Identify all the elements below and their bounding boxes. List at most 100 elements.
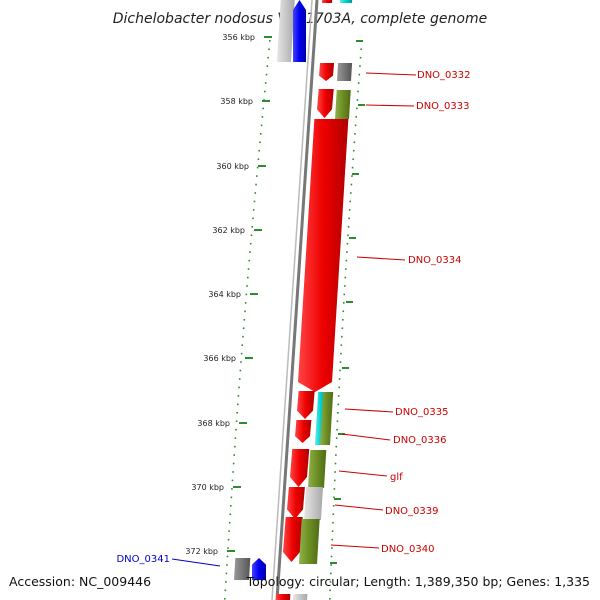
scale-dot-left (263, 99, 265, 101)
scale-dot-right (332, 513, 335, 516)
scale-dot-left (226, 555, 229, 558)
scale-dot-right (331, 530, 334, 532)
gene-label-connector (365, 72, 417, 76)
scale-tick-label: 356 kbp (222, 33, 255, 42)
scale-tick-label: 372 kbp (185, 547, 218, 556)
scale-tick-label: 370 kbp (191, 483, 224, 492)
scale-dot-left (243, 319, 246, 321)
scale-ticks: 356 kbp 358 kbp 360 kbp 362 kbp 364 kbp 366 k… (185, 33, 272, 556)
scale-dot-right (358, 73, 361, 76)
scale-dot-left (246, 276, 249, 279)
scale-dot-right (329, 581, 332, 583)
scale-dot-left (224, 598, 226, 600)
scale-dot-left (239, 369, 242, 372)
scale-dot-left (268, 48, 270, 51)
gene-feature (234, 558, 251, 580)
scale-dot-right (335, 454, 337, 456)
scale-dot-left (230, 505, 232, 507)
scale-dot-right (341, 335, 343, 338)
accession-label: Accession: NC_009446 (9, 574, 151, 589)
scale-dot-right (339, 369, 341, 372)
backbone-line-outer (275, 0, 319, 600)
backbone (271, 0, 319, 600)
scale-tick-label: 360 kbp (216, 162, 249, 171)
scale-dot-right (335, 445, 338, 448)
scale-dot-left (259, 141, 261, 144)
scale-dot-right (345, 268, 347, 270)
scale-dot-right (354, 124, 357, 127)
scale-dot-left (264, 90, 266, 93)
gene-label-connector (356, 256, 406, 261)
scale-dot-right (342, 302, 345, 304)
gene-feature (287, 487, 305, 519)
scale-dot-right (333, 488, 336, 490)
gene-feature (322, 0, 333, 3)
gene-features (234, 0, 353, 600)
scale-dot-left (267, 56, 269, 59)
gene-feature (290, 449, 310, 487)
scale-dot-left (229, 513, 232, 516)
scale-dot-left (260, 133, 262, 135)
scale-dot-right (333, 496, 335, 499)
gene-feature (335, 90, 351, 119)
gene-label: DNO_0339 (385, 506, 439, 517)
scale-dot-left (240, 361, 242, 363)
scale-dot-right (345, 259, 348, 262)
gene-feature (340, 0, 353, 3)
scale-dot-right (337, 403, 340, 406)
scale-dot-left (240, 352, 243, 355)
gene-label-connector (334, 504, 384, 511)
genome-summary: Topology: circular; Length: 1,389,350 bp… (246, 574, 590, 589)
gene-label-connector (344, 408, 394, 413)
scale-dot-right (329, 598, 331, 600)
gene-feature (293, 594, 308, 600)
scale-dot-left (224, 589, 227, 592)
scale-dot-right (351, 175, 353, 177)
scale-dot-right (353, 141, 356, 144)
scale-dot-right (352, 149, 355, 152)
scale-dot-right (347, 226, 350, 228)
scale-dot-right (334, 471, 336, 473)
scale-dot-right (356, 99, 359, 101)
scale-dot-left (255, 183, 257, 186)
scale-dot-right (336, 420, 339, 423)
scale-dot-left (256, 175, 258, 177)
scale-dot-right (339, 361, 342, 363)
scale-dot-right (354, 133, 356, 135)
scale-dot-right (334, 462, 337, 465)
gene-feature (295, 420, 312, 443)
scale-dot-right (343, 293, 346, 296)
scale-dot-left (244, 310, 246, 313)
scale-dot-right (335, 437, 338, 439)
scale-dot-right (342, 319, 344, 321)
scale-dot-left (231, 479, 234, 482)
scale-dot-right (343, 285, 346, 287)
scale-dot-right (357, 82, 360, 84)
scale-dot-left (252, 209, 255, 211)
scale-dot-left (228, 521, 231, 524)
scale-dot-left (242, 335, 244, 338)
scale-dot-left (238, 386, 240, 389)
scale-dot-right (356, 107, 358, 110)
gene-feature (298, 119, 349, 392)
scale-dot-left (256, 166, 259, 169)
scale-dot-left (241, 344, 244, 346)
scale-dot-left (250, 234, 253, 237)
scale-dot-right (332, 521, 334, 524)
scale-dot-right (348, 209, 351, 211)
scale-dot-left (232, 471, 234, 473)
scale-dot-right (330, 555, 333, 558)
gene-feature (293, 0, 306, 62)
gene-feature (319, 63, 335, 81)
scale-dot-right (359, 65, 361, 67)
scale-dot-right (329, 589, 331, 592)
scale-dot-left (234, 445, 236, 448)
scale-dot-right (332, 505, 335, 507)
scale-dot-right (344, 276, 347, 279)
gene-feature (283, 517, 303, 562)
scale-dot-left (226, 564, 228, 566)
gene-label: DNO_0334 (408, 255, 462, 266)
scale-dot-right (349, 200, 352, 203)
gene-label: DNO_0333 (416, 101, 470, 112)
gene-label: DNO_0335 (395, 407, 449, 418)
